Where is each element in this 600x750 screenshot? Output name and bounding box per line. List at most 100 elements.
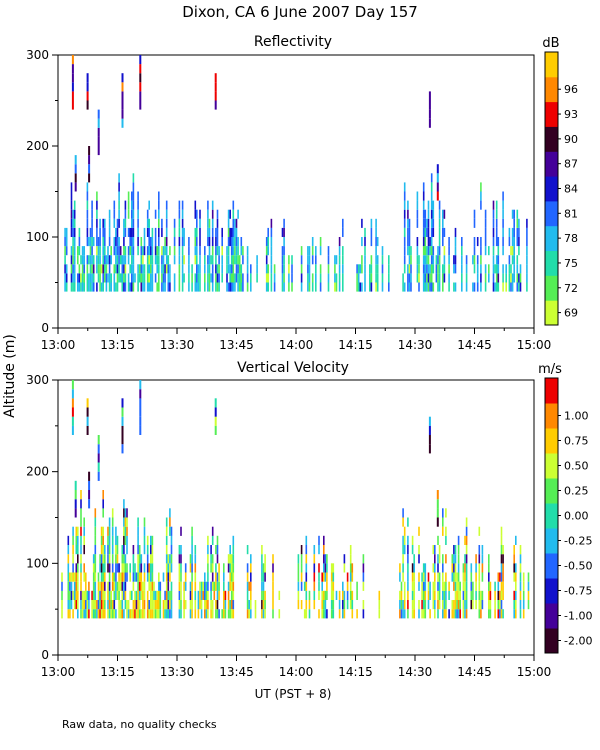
x-tick-label: 15:00 bbox=[517, 665, 552, 679]
data-cell bbox=[72, 572, 74, 582]
data-cell bbox=[140, 581, 143, 591]
data-cell bbox=[97, 127, 100, 137]
data-cell bbox=[465, 264, 468, 274]
data-cell bbox=[178, 218, 181, 228]
data-cell bbox=[96, 246, 98, 256]
data-cell bbox=[116, 535, 119, 545]
data-cell bbox=[349, 590, 352, 600]
data-cell bbox=[131, 218, 133, 228]
data-cell bbox=[115, 581, 117, 591]
data-cell bbox=[519, 545, 522, 555]
data-cell bbox=[422, 590, 425, 600]
data-cell bbox=[178, 200, 181, 210]
data-cell bbox=[232, 581, 235, 591]
data-cell bbox=[407, 554, 409, 564]
data-cell bbox=[288, 273, 290, 283]
data-cell bbox=[181, 246, 184, 256]
data-cell bbox=[300, 572, 303, 582]
data-cell bbox=[115, 572, 117, 582]
data-cell bbox=[131, 273, 133, 283]
data-cell bbox=[399, 600, 401, 610]
data-cell bbox=[418, 572, 420, 582]
data-cell bbox=[227, 227, 230, 237]
data-cell bbox=[73, 246, 76, 256]
data-cell bbox=[297, 572, 300, 582]
data-cell bbox=[167, 554, 170, 564]
data-cell bbox=[104, 237, 106, 247]
data-cell bbox=[411, 572, 414, 582]
data-cell bbox=[75, 526, 78, 536]
data-cell bbox=[494, 581, 496, 591]
data-cell bbox=[436, 517, 439, 527]
data-cell bbox=[332, 590, 335, 600]
data-cell bbox=[121, 572, 124, 582]
data-cell bbox=[161, 273, 163, 283]
data-cell bbox=[264, 600, 266, 610]
data-cell bbox=[234, 246, 236, 256]
data-cell bbox=[232, 600, 235, 610]
data-cell bbox=[270, 246, 273, 256]
data-cell bbox=[230, 255, 233, 265]
data-cell bbox=[210, 255, 212, 265]
data-cell bbox=[319, 273, 322, 283]
data-cell bbox=[232, 590, 235, 600]
data-cell bbox=[321, 581, 323, 591]
x-tick-label: 14:30 bbox=[398, 665, 433, 679]
data-cell bbox=[370, 237, 373, 247]
data-cell bbox=[100, 282, 103, 292]
data-cell bbox=[428, 91, 431, 101]
data-cell bbox=[80, 554, 82, 564]
data-cell bbox=[173, 227, 176, 237]
data-cell bbox=[143, 581, 146, 591]
data-cell bbox=[207, 273, 209, 283]
data-cell bbox=[495, 273, 498, 283]
data-cell bbox=[519, 572, 522, 582]
data-cell bbox=[131, 255, 133, 265]
data-cell bbox=[72, 282, 74, 292]
data-cell bbox=[139, 380, 142, 390]
data-cell bbox=[427, 246, 430, 256]
data-cell bbox=[119, 273, 122, 283]
data-cell bbox=[313, 563, 316, 573]
data-cell bbox=[305, 563, 308, 573]
data-cell bbox=[137, 563, 139, 573]
data-cell bbox=[324, 563, 327, 573]
data-cell bbox=[451, 554, 454, 564]
data-cell bbox=[369, 273, 371, 283]
data-cell bbox=[74, 508, 77, 518]
data-cell bbox=[153, 590, 155, 600]
colorbar-segment bbox=[545, 628, 558, 654]
data-cell bbox=[338, 590, 341, 600]
data-cell bbox=[342, 282, 344, 292]
data-cell bbox=[156, 600, 158, 610]
data-cell bbox=[164, 264, 166, 274]
y-tick-label: 100 bbox=[26, 556, 49, 570]
data-cell bbox=[194, 227, 197, 237]
data-cell bbox=[430, 182, 433, 192]
data-cell bbox=[104, 227, 106, 237]
data-cell bbox=[494, 590, 496, 600]
data-cell bbox=[162, 246, 165, 256]
data-cell bbox=[230, 600, 233, 610]
data-cell bbox=[154, 246, 157, 256]
data-cell bbox=[123, 572, 125, 582]
data-cell bbox=[349, 581, 352, 591]
data-cell bbox=[408, 282, 411, 292]
data-cell bbox=[83, 545, 85, 555]
data-cell bbox=[113, 200, 116, 210]
data-cell bbox=[153, 600, 155, 610]
data-cell bbox=[94, 572, 97, 582]
data-cell bbox=[194, 554, 197, 564]
data-cell bbox=[227, 563, 230, 573]
data-cell bbox=[99, 237, 101, 247]
colorbar-segment bbox=[545, 101, 558, 127]
data-cell bbox=[148, 227, 150, 237]
data-cell bbox=[472, 255, 474, 265]
data-cell bbox=[204, 246, 206, 256]
data-cell bbox=[97, 453, 100, 463]
data-cell bbox=[388, 273, 390, 283]
data-cell bbox=[413, 600, 415, 610]
data-cell bbox=[313, 600, 316, 610]
data-cell bbox=[211, 255, 214, 265]
data-cell bbox=[78, 273, 81, 283]
